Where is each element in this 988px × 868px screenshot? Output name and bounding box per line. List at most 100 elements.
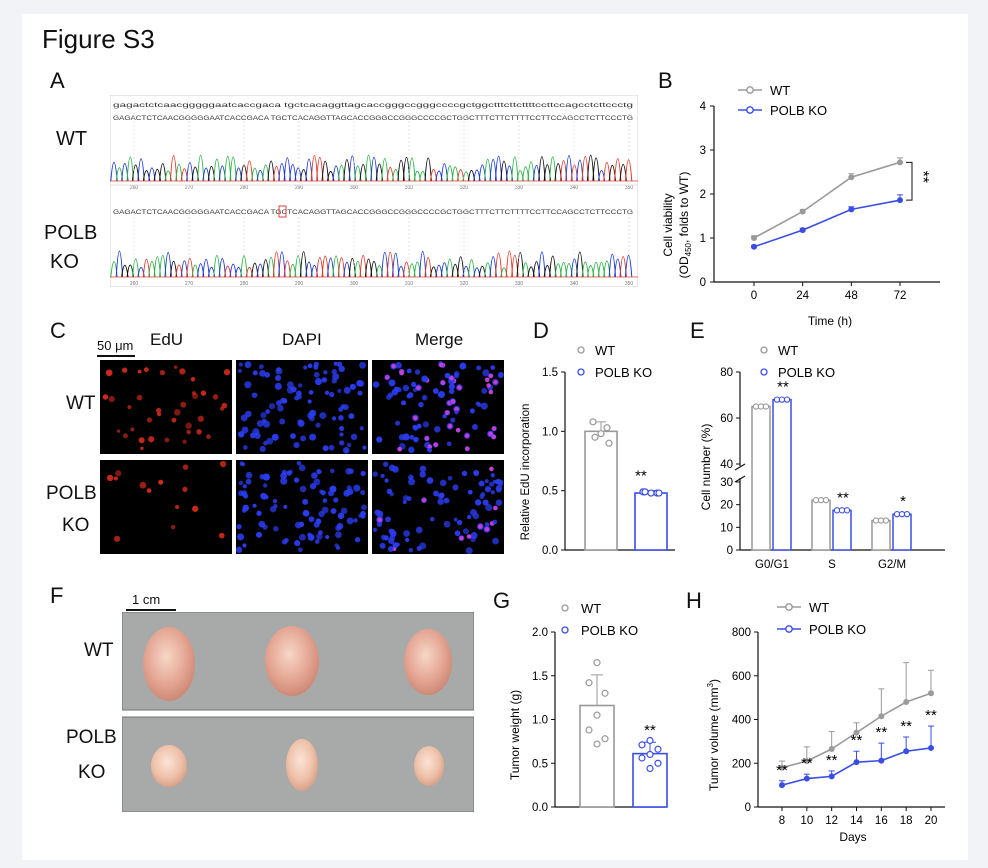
- sequencing-chromatogram-panel: gagactctcaacgggggaatcaccgaca tgctcacaggt…: [109, 94, 639, 288]
- cell-viability-chart: Cell viability (OD450, folds to WT) Time…: [650, 70, 960, 330]
- edu-nucleus: [157, 412, 162, 417]
- dapi-nucleus: [280, 477, 288, 485]
- edu-nucleus: [130, 427, 135, 432]
- dapi-nucleus: [241, 426, 249, 434]
- dapi-nucleus: [238, 490, 244, 497]
- chromatogram-peak: [126, 156, 134, 182]
- dapi-nucleus: [242, 504, 250, 512]
- merged-nucleus: [488, 389, 494, 395]
- x-tick-label: 72: [894, 290, 907, 302]
- merged-nucleus: [447, 423, 453, 429]
- x-tick-label: 12: [825, 815, 838, 827]
- merged-nucleus: [459, 535, 464, 541]
- y-tick-label: 0.5: [532, 758, 548, 770]
- chromatogram-tick-label: 260: [130, 281, 139, 287]
- data-point: [603, 424, 611, 432]
- edu-nucleus: [139, 481, 147, 489]
- dapi-nucleus: [338, 365, 345, 373]
- merged-nucleus: [433, 442, 439, 448]
- legend-marker: [577, 368, 585, 376]
- data-point: [757, 403, 765, 410]
- dapi-nucleus: [403, 530, 410, 537]
- chromatogram-tick-label: 260: [130, 185, 139, 191]
- data-point: [897, 197, 903, 204]
- edu-nucleus: [137, 369, 142, 374]
- merged-nucleus: [413, 415, 418, 421]
- data-point: [848, 206, 855, 213]
- dapi-nucleus: [329, 468, 335, 474]
- dapi-nucleus: [380, 473, 385, 478]
- dapi-nucleus: [353, 518, 358, 523]
- dapi-nucleus: [467, 489, 473, 495]
- merged-nucleus: [397, 446, 402, 452]
- merged-nucleus: [478, 524, 483, 529]
- merged-nucleus: [440, 380, 446, 386]
- merged-nucleus: [488, 431, 493, 437]
- edu-nucleus: [174, 409, 181, 416]
- data-point: [853, 759, 860, 766]
- data-point: [828, 773, 835, 780]
- dapi-nucleus: [482, 499, 489, 506]
- edu-nucleus: [182, 439, 187, 444]
- merged-nucleus: [377, 517, 382, 523]
- data-point: [762, 403, 770, 410]
- merged-nucleus: [384, 375, 390, 380]
- data-point: [853, 729, 860, 736]
- dapi-nucleus: [274, 374, 282, 382]
- data-point: [773, 396, 781, 403]
- dapi-nucleus: [303, 365, 308, 370]
- dapi-nucleus: [439, 479, 447, 487]
- data-point: [878, 757, 885, 764]
- wt-sequence-upper: GAGACTCTCAACGGGGGAATCACCGACA TGCTCACAGGT…: [113, 115, 633, 122]
- dapi-nucleus: [496, 487, 502, 493]
- dapi-nucleus: [402, 499, 407, 505]
- y-tick-label: 0: [745, 802, 751, 814]
- dapi-nucleus: [260, 412, 267, 419]
- y-tick-label: 40: [720, 459, 733, 471]
- chromatogram-peak: [348, 155, 357, 182]
- dapi-nucleus: [456, 519, 463, 526]
- data-point: [591, 433, 599, 441]
- edu-nucleus: [197, 415, 204, 422]
- y-tick-label: 1.0: [532, 715, 548, 727]
- dapi-nucleus: [460, 364, 466, 370]
- dapi-nucleus: [298, 464, 306, 472]
- data-point: [803, 775, 810, 782]
- dapi-nucleus: [342, 447, 350, 454]
- chromatogram-peak: [494, 252, 503, 278]
- dapi-nucleus: [323, 370, 328, 375]
- dapi-nucleus: [450, 417, 456, 423]
- y-tick-label: 0: [727, 545, 733, 557]
- data-point: [585, 679, 593, 687]
- data-point: [799, 227, 806, 234]
- dapi-nucleus: [372, 471, 378, 477]
- dapi-nucleus: [266, 437, 274, 445]
- dapi-nucleus: [407, 478, 416, 486]
- panel-f-scale-bar: [126, 609, 176, 611]
- dapi-nucleus: [256, 531, 262, 538]
- dapi-nucleus: [256, 510, 262, 516]
- chromatogram-tick-label: 310: [405, 281, 414, 287]
- dapi-nucleus: [379, 542, 386, 549]
- dapi-nucleus: [273, 526, 279, 532]
- legend-marker: [561, 604, 569, 612]
- dapi-nucleus: [335, 531, 342, 539]
- edu-nucleus: [200, 390, 207, 396]
- chromatogram-tick-label: 330: [515, 185, 524, 191]
- dapi-nucleus: [430, 516, 435, 522]
- dapi-nucleus: [288, 469, 293, 475]
- dapi-nucleus: [490, 490, 495, 495]
- y-axis-title-sub: (OD450, folds to WT): [677, 172, 693, 279]
- edu-nucleus: [127, 405, 132, 410]
- bar-wt: [871, 519, 891, 551]
- edu-nucleus: [171, 417, 177, 423]
- dapi-nucleus: [331, 369, 337, 375]
- dapi-nucleus: [337, 388, 342, 394]
- dapi-nucleus: [418, 401, 424, 408]
- x-tick-label: 18: [900, 815, 913, 827]
- panel-f-row-polb: POLB: [66, 727, 117, 748]
- x-tick-label: 16: [875, 815, 888, 827]
- edu-nucleus: [219, 532, 225, 539]
- data-point: [817, 496, 825, 504]
- dapi-nucleus: [415, 526, 423, 534]
